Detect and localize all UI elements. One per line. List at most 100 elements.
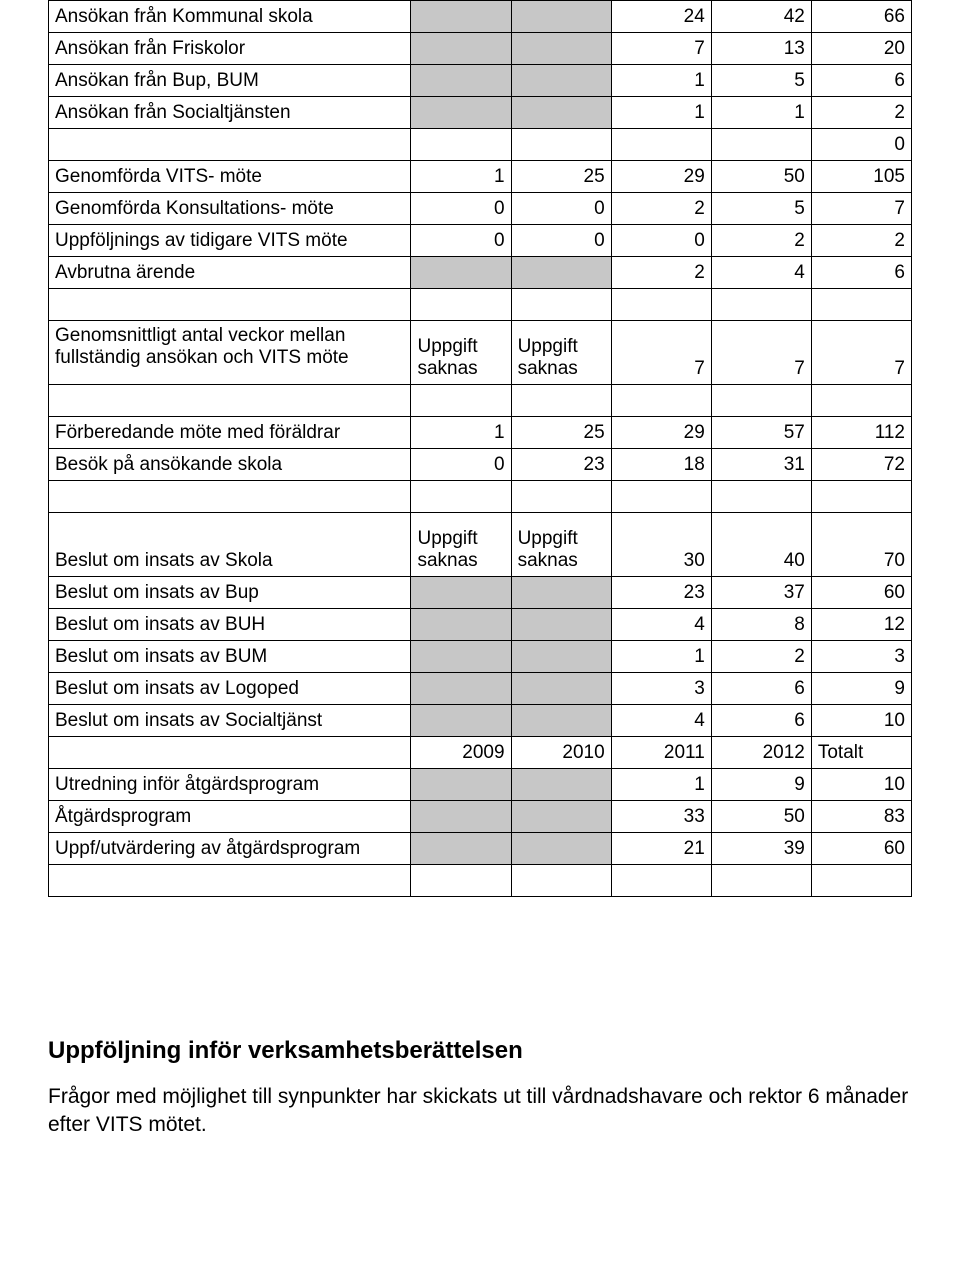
- cell: 40: [711, 513, 811, 577]
- cell: 6: [711, 673, 811, 705]
- cell: 6: [811, 257, 911, 289]
- cell: 66: [811, 1, 911, 33]
- cell: [711, 129, 811, 161]
- cell: [711, 481, 811, 513]
- cell: 6: [811, 65, 911, 97]
- cell: [411, 129, 511, 161]
- row-label: Uppföljnings av tidigare VITS möte: [49, 225, 411, 257]
- cell: 13: [711, 33, 811, 65]
- cell: [711, 865, 811, 897]
- cell: 39: [711, 833, 811, 865]
- row-label: Ansökan från Bup, BUM: [49, 65, 411, 97]
- cell: 42: [711, 1, 811, 33]
- row-label: [49, 289, 411, 321]
- cell: [511, 1, 611, 33]
- cell: [511, 609, 611, 641]
- cell: 60: [811, 833, 911, 865]
- row-label: Beslut om insats av BUH: [49, 609, 411, 641]
- cell: 0: [411, 193, 511, 225]
- table-row: [49, 385, 912, 417]
- cell: [411, 33, 511, 65]
- cell: [411, 257, 511, 289]
- cell: [611, 385, 711, 417]
- row-label: Åtgärdsprogram: [49, 801, 411, 833]
- cell: [511, 865, 611, 897]
- cell: 0: [411, 449, 511, 481]
- cell: 5: [711, 193, 811, 225]
- cell: 2: [811, 97, 911, 129]
- cell: 1: [411, 161, 511, 193]
- row-label: Beslut om insats av Socialtjänst: [49, 705, 411, 737]
- table-row: Uppf/utvärdering av åtgärdsprogram 213960: [49, 833, 912, 865]
- cell: 105: [811, 161, 911, 193]
- table-row: 0: [49, 129, 912, 161]
- cell: [411, 801, 511, 833]
- cell: 0: [611, 225, 711, 257]
- cell: Uppgift saknas: [411, 321, 511, 385]
- cell: [411, 769, 511, 801]
- cell: 50: [711, 801, 811, 833]
- table-row: Ansökan från Bup, BUM156: [49, 65, 912, 97]
- table-row: Genomsnittligt antal veckor mellan fulls…: [49, 321, 912, 385]
- cell: 7: [611, 33, 711, 65]
- table-row: Beslut om insats av Bup233760: [49, 577, 912, 609]
- cell: 7: [611, 321, 711, 385]
- cell: 37: [711, 577, 811, 609]
- cell: 4: [711, 257, 811, 289]
- cell: [511, 97, 611, 129]
- cell: [411, 97, 511, 129]
- cell: [511, 673, 611, 705]
- cell: 21: [611, 833, 711, 865]
- cell: 0: [511, 193, 611, 225]
- cell: 2: [611, 193, 711, 225]
- table-row: Beslut om insats av BUH4812: [49, 609, 912, 641]
- section-heading: Uppföljning inför verksamhetsberättelsen: [48, 1037, 912, 1065]
- row-label: Genomsnittligt antal veckor mellan fulls…: [49, 321, 411, 385]
- row-label: Genomförda VITS- möte: [49, 161, 411, 193]
- cell: 2012: [711, 737, 811, 769]
- table-row: Besök på ansökande skola023183172: [49, 449, 912, 481]
- cell: [811, 385, 911, 417]
- table-row: Beslut om insats av BUM123: [49, 641, 912, 673]
- cell: 33: [611, 801, 711, 833]
- cell: [511, 833, 611, 865]
- row-label: Uppf/utvärdering av åtgärdsprogram: [49, 833, 411, 865]
- table-row: Förberedande möte med föräldrar125295711…: [49, 417, 912, 449]
- cell: 1: [611, 769, 711, 801]
- cell: [411, 865, 511, 897]
- row-label: [49, 385, 411, 417]
- cell: 7: [811, 193, 911, 225]
- table-row: 2009201020112012Totalt: [49, 737, 912, 769]
- row-label: Genomförda Konsultations- möte: [49, 193, 411, 225]
- cell: 112: [811, 417, 911, 449]
- row-label: Utredning inför åtgärdsprogram: [49, 769, 411, 801]
- cell: 29: [611, 417, 711, 449]
- cell: 60: [811, 577, 911, 609]
- table-row: [49, 481, 912, 513]
- cell: [811, 865, 911, 897]
- cell: 1: [611, 97, 711, 129]
- cell: 1: [711, 97, 811, 129]
- cell: [411, 577, 511, 609]
- data-table: Ansökan från Kommunal skola244266Ansökan…: [48, 0, 912, 897]
- table-row: Genomförda VITS- möte1252950105: [49, 161, 912, 193]
- cell: [411, 289, 511, 321]
- cell: 57: [711, 417, 811, 449]
- cell: 3: [611, 673, 711, 705]
- row-label: Förberedande möte med föräldrar: [49, 417, 411, 449]
- cell: 1: [611, 65, 711, 97]
- cell: [711, 385, 811, 417]
- cell: 7: [811, 321, 911, 385]
- table-row: Utredning inför åtgärdsprogram1910: [49, 769, 912, 801]
- cell: 23: [611, 577, 711, 609]
- cell: 72: [811, 449, 911, 481]
- cell: 18: [611, 449, 711, 481]
- cell: Uppgift saknas: [511, 513, 611, 577]
- row-label: [49, 737, 411, 769]
- cell: [511, 801, 611, 833]
- cell: 6: [711, 705, 811, 737]
- row-label: [49, 481, 411, 513]
- cell: 9: [811, 673, 911, 705]
- cell: [611, 129, 711, 161]
- cell: [611, 481, 711, 513]
